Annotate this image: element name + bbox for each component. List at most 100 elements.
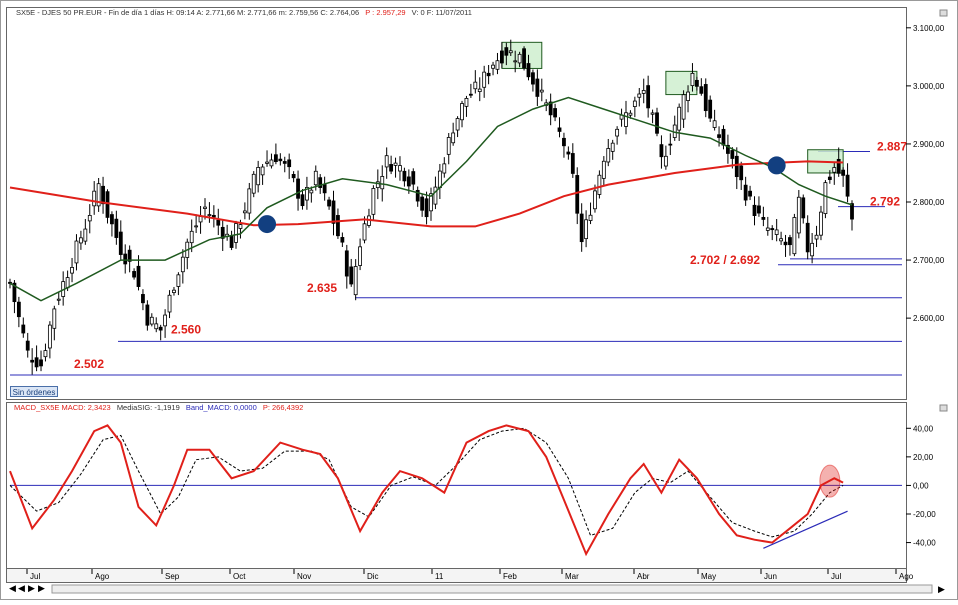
price-candle	[87, 204, 92, 234]
price-candle	[659, 135, 664, 169]
price-candle	[779, 231, 783, 245]
price-candle	[211, 205, 216, 228]
price-candle	[291, 171, 296, 183]
price-candle	[743, 176, 748, 206]
month-label: Dic	[367, 572, 379, 581]
price-candle	[265, 150, 269, 167]
price-candle	[810, 232, 815, 264]
price-candle	[841, 167, 846, 187]
price-candle	[132, 268, 136, 280]
price-tick-label: 2.600,00	[913, 314, 945, 323]
macd-layer	[9, 424, 902, 557]
macd-header-sig: MediaSIG: -1,1919	[117, 403, 180, 412]
price-candle	[362, 216, 367, 244]
price-candle	[420, 193, 425, 217]
price-panel-resize-handle[interactable]	[939, 9, 948, 17]
price-candle	[464, 95, 469, 117]
price-candle	[703, 78, 708, 118]
macd-panel-resize-handle[interactable]	[939, 404, 948, 412]
price-layer: 2.887 2.792 2.702 / 2.692 2.635 2.560 2.502	[8, 39, 907, 376]
price-candle	[801, 194, 806, 224]
month-label: Jul	[831, 572, 841, 581]
price-candle	[770, 225, 775, 241]
price-tick-label: 2.900,00	[913, 140, 945, 149]
price-candle	[553, 103, 557, 122]
price-candle	[309, 186, 314, 203]
price-candle	[260, 164, 265, 185]
price-candle	[141, 289, 145, 311]
price-candle	[482, 65, 487, 98]
orders-button[interactable]: Sin órdenes	[10, 386, 58, 397]
price-candle	[127, 245, 132, 273]
month-label: Feb	[503, 572, 517, 581]
month-label: Ago	[95, 572, 110, 581]
price-candle	[788, 234, 792, 256]
price-candle	[158, 324, 163, 341]
price-candle	[96, 177, 101, 212]
macd-trendline	[763, 510, 848, 549]
price-candle	[52, 305, 57, 341]
price-candle	[548, 93, 553, 126]
price-candle	[353, 259, 358, 301]
price-candle	[792, 213, 797, 257]
price-candle	[517, 51, 522, 68]
x-axis-strip	[6, 568, 907, 583]
price-candle	[415, 186, 420, 207]
price-candle	[694, 76, 699, 91]
price-candle	[522, 46, 526, 71]
price-candle	[123, 244, 128, 274]
price-candle	[566, 146, 571, 160]
price-candle	[504, 42, 509, 66]
price-candle	[340, 232, 345, 248]
price-candle	[641, 78, 646, 104]
price-tick-label: 3.000,00	[913, 82, 945, 91]
short-moving-average-line	[9, 96, 853, 302]
price-candle	[336, 208, 340, 239]
crossover-circle	[258, 215, 277, 234]
price-candle	[16, 296, 21, 328]
scroll-right-icon[interactable]: ▶	[938, 584, 945, 594]
price-header-tail: V: 0 F: 11/07/2011	[412, 8, 472, 17]
price-candle	[47, 321, 52, 359]
price-candle	[677, 103, 682, 141]
price-candle	[305, 176, 309, 210]
price-candle	[557, 117, 562, 138]
price-candle	[562, 132, 566, 158]
long-moving-average-line	[9, 160, 844, 228]
price-candle	[34, 345, 39, 372]
price-candle	[495, 52, 500, 75]
price-candle	[468, 83, 473, 98]
price-candle	[30, 348, 35, 375]
price-candle	[194, 214, 199, 234]
macd-tick-label: 40,00	[913, 424, 934, 433]
price-candle	[477, 77, 482, 102]
scroll-prev-icon[interactable]: ◀	[18, 583, 25, 593]
month-label: Mar	[565, 572, 579, 581]
price-candle	[429, 187, 433, 221]
price-candle	[774, 219, 779, 242]
price-candle	[845, 163, 850, 203]
month-label: Sep	[165, 572, 180, 581]
price-candle	[349, 258, 354, 287]
price-candle	[650, 109, 655, 124]
price-candle	[402, 167, 407, 187]
price-candle	[25, 332, 30, 358]
price-candle	[398, 156, 402, 181]
price-candle	[500, 42, 504, 68]
price-candle	[180, 249, 185, 284]
macd-tick-label: -20,00	[913, 510, 936, 519]
price-candle	[513, 50, 518, 73]
price-candle	[615, 126, 620, 145]
price-tick-label: 2.800,00	[913, 198, 945, 207]
scroll-next-icon[interactable]: ▶	[28, 583, 35, 593]
scroll-last-icon[interactable]: ▶	[38, 583, 45, 593]
price-candle	[726, 134, 730, 164]
price-candle	[220, 220, 225, 251]
price-candle	[686, 85, 690, 113]
macd-line	[9, 424, 844, 557]
price-candle	[269, 153, 274, 169]
horizontal-scrollbar[interactable]	[51, 584, 933, 594]
price-candle	[229, 230, 234, 251]
price-candle	[761, 206, 766, 227]
scroll-first-icon[interactable]: ◀	[9, 583, 16, 593]
